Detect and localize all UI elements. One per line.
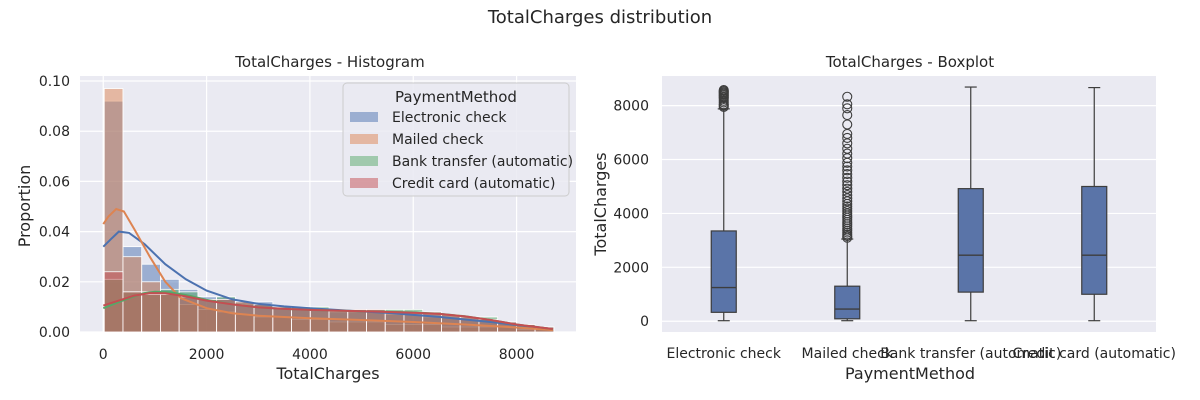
legend-swatch-mailed-check (350, 134, 378, 144)
boxplot-outlier-mailed-check-27 (842, 161, 853, 172)
histogram-y-tick-labels: 0.00 0.02 0.04 0.06 0.08 0.10 (39, 74, 70, 341)
histogram-legend: PaymentMethod Electronic check Mailed ch… (342, 82, 573, 197)
boxplot-panel: TotalCharges - Boxplot Electronic check M… (591, 53, 1176, 383)
boxplot-outlier-mailed-check-37 (842, 103, 853, 114)
histogram-x-tick-3: 6000 (395, 347, 431, 363)
boxplot-box-bank-transfer-automatic (957, 188, 984, 293)
histogram-bar-credit-card-automatic-5 (197, 298, 218, 333)
boxplot-outlier-mailed-check-31 (842, 143, 853, 154)
histogram-bar-credit-card-automatic-12 (328, 309, 349, 333)
histogram-y-tick-5: 0.10 (39, 74, 70, 90)
histogram-kde-mailed-check (102, 207, 553, 331)
boxplot-y-tick-3: 6000 (613, 153, 649, 169)
boxplot-box-credit-card-automatic (1081, 185, 1108, 295)
boxplot-x-tick-credit-card-automatic: Credit card (automatic) (1013, 346, 1176, 362)
histogram-x-tick-1: 2000 (189, 347, 225, 363)
histogram-kde-credit-card-automatic (102, 292, 553, 330)
boxplot-outlier-mailed-check-36 (842, 110, 853, 121)
legend-swatch-credit-card (350, 178, 378, 188)
histogram-bar-credit-card-automatic-11 (309, 309, 330, 333)
boxplot-outlier-mailed-check-38 (842, 99, 853, 110)
histogram-bar-credit-card-automatic-9 (272, 306, 292, 333)
boxplot-outlier-mailed-check-26 (842, 165, 853, 176)
histogram-title: TotalCharges - Histogram (234, 53, 424, 71)
boxplot-outlier-mailed-check-15 (842, 201, 853, 212)
histogram-y-axis-label: Proportion (15, 165, 34, 248)
legend-title: PaymentMethod (395, 88, 517, 106)
legend-swatch-electronic-check (350, 112, 378, 122)
boxplot-x-tick-bank-transfer-automatic: Bank transfer (automatic) (880, 346, 1061, 362)
boxplot-y-tick-0: 0 (640, 314, 649, 330)
boxplot-outlier-mailed-check-19 (842, 190, 853, 201)
boxplot-outlier-mailed-check-39 (842, 91, 853, 102)
boxplot-outlier-mailed-check-18 (842, 193, 853, 204)
boxplot-y-tick-1: 2000 (613, 260, 649, 276)
boxplot-box-electronic-check (710, 230, 737, 313)
boxplot-box-mailed-check (834, 285, 861, 320)
histogram-y-tick-0: 0.00 (39, 325, 70, 341)
boxplot-outlier-mailed-check-33 (842, 132, 853, 144)
boxplot-outlier-mailed-check-30 (842, 148, 853, 159)
histogram-kde-lines (102, 207, 553, 331)
legend-label-bank-transfer: Bank transfer (automatic) (392, 154, 573, 170)
histogram-y-tick-2: 0.04 (39, 225, 70, 241)
legend-label-mailed-check: Mailed check (392, 132, 484, 148)
boxplot-outlier-mailed-check-25 (842, 169, 853, 180)
boxplot-y-tick-2: 4000 (613, 206, 649, 222)
histogram-x-tick-4: 8000 (499, 347, 535, 363)
figure-suptitle: TotalCharges distribution (487, 7, 712, 28)
boxplot-x-tick-mailed-check: Mailed check (802, 346, 894, 362)
histogram-panel: TotalCharges - Histogram 0 2000 4000 6000 80… (15, 53, 576, 383)
legend-label-credit-card: Credit card (automatic) (392, 176, 555, 192)
boxplot-outlier-mailed-check-20 (842, 186, 853, 197)
legend-label-electronic-check: Electronic check (392, 110, 507, 126)
histogram-x-tick-labels: 0 2000 4000 6000 8000 (99, 347, 535, 363)
boxplot-outlier-mailed-check-13 (842, 205, 853, 217)
boxplot-x-tick-electronic-check: Electronic check (667, 346, 782, 362)
histogram-y-tick-4: 0.08 (39, 124, 70, 140)
histogram-kde-electronic-check (102, 230, 553, 330)
histogram-x-tick-0: 0 (99, 347, 108, 363)
boxplot-outlier-mailed-check-23 (842, 176, 853, 187)
boxplot-x-axis-label: PaymentMethod (845, 364, 975, 383)
boxplot-y-tick-4: 8000 (613, 99, 649, 115)
histogram-bar-credit-card-automatic-2 (141, 293, 161, 333)
legend-frame (342, 82, 570, 197)
boxplot-boxes (710, 84, 1108, 322)
boxplot-y-axis-label: TotalCharges (591, 152, 610, 256)
boxplot-outlier-mailed-check-21 (842, 183, 853, 194)
boxplot-grid (662, 105, 1156, 322)
histogram-bar-credit-card-automatic-3 (160, 293, 180, 333)
boxplot-plot-area (662, 76, 1156, 332)
histogram-x-tick-2: 4000 (292, 347, 328, 363)
boxplot-outlier-electronic-check-13 (718, 84, 729, 96)
legend-swatch-bank-transfer (350, 156, 378, 166)
boxplot-title: TotalCharges - Boxplot (825, 53, 994, 71)
histogram-y-tick-3: 0.06 (39, 174, 70, 190)
boxplot-y-tick-labels: 0 2000 4000 6000 8000 (613, 99, 649, 331)
histogram-y-tick-1: 0.02 (39, 275, 70, 291)
boxplot-outlier-mailed-check-24 (842, 172, 853, 183)
histogram-x-axis-label: TotalCharges (275, 364, 379, 383)
boxplot-outlier-mailed-check-22 (842, 180, 853, 191)
